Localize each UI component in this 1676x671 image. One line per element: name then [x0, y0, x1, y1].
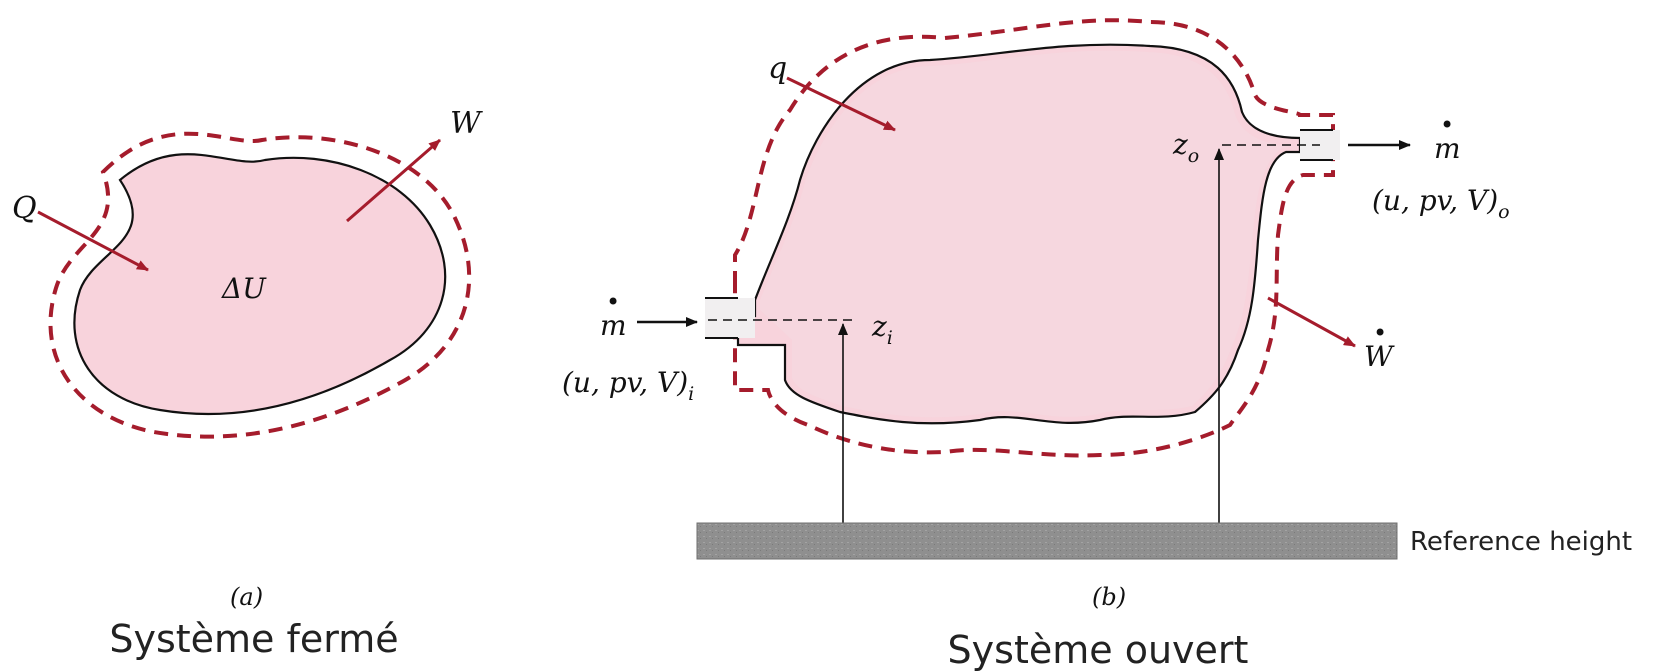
closed-system-body: [73, 153, 447, 416]
mass-flow-in-label: m: [600, 309, 627, 342]
z-inlet-label: zi: [871, 310, 893, 349]
inlet-props-label: (u, pv, V)i: [562, 366, 694, 405]
closed-system-diagram: Q W ΔU (a) Système fermé: [12, 106, 483, 661]
open-system-boundary: [733, 18, 1335, 458]
heat-in-arrow: [786, 76, 896, 132]
outlet-props-label: (u, pv, V)o: [1372, 184, 1510, 223]
open-system-diagram: q m • (u, pv, V)i zi zo m • (u, pv, V)o …: [562, 18, 1632, 671]
heat-label: Q: [12, 191, 37, 226]
open-system-interior: [760, 50, 1296, 418]
mass-flow-in-dot: •: [606, 288, 620, 316]
mass-flow-out-dot: •: [1440, 111, 1454, 139]
work-out-arrow: [1267, 296, 1356, 348]
z-outlet-label: zo: [1172, 128, 1199, 167]
caption-letter-a: (a): [230, 583, 263, 611]
caption-closed-system: Système fermé: [109, 617, 398, 661]
work-label: W: [450, 106, 483, 141]
work-out-arrow: [346, 138, 441, 223]
closed-system-boundary: [48, 131, 472, 439]
heat-label: q: [768, 51, 787, 86]
work-label: W: [1364, 340, 1395, 373]
inlet-pipe: [705, 298, 755, 338]
reference-height-label: Reference height: [1410, 527, 1632, 557]
work-dot: •: [1373, 319, 1387, 347]
internal-energy-label: ΔU: [221, 272, 267, 305]
heat-in-arrow: [37, 210, 149, 272]
mass-flow-out-label: m: [1434, 132, 1461, 165]
reference-ground: [696, 522, 1398, 560]
caption-letter-b: (b): [1092, 583, 1126, 611]
caption-open-system: Système ouvert: [948, 628, 1249, 671]
